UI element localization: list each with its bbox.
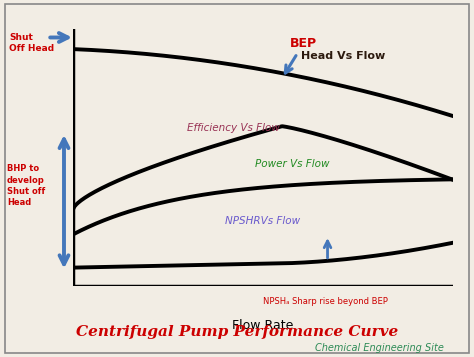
Text: BHP to
develop
Shut off
Head: BHP to develop Shut off Head [7, 165, 46, 207]
Text: Chemical Engineering Site: Chemical Engineering Site [315, 343, 444, 353]
Text: Head Vs Flow: Head Vs Flow [301, 51, 385, 61]
Text: Shut
Off Head: Shut Off Head [9, 33, 55, 53]
Text: BEP: BEP [285, 37, 317, 73]
Text: Power Vs Flow: Power Vs Flow [255, 159, 330, 169]
Text: NPSHₐ Sharp rise beyond BEP: NPSHₐ Sharp rise beyond BEP [263, 297, 388, 306]
Text: NPSHRVs Flow: NPSHRVs Flow [225, 216, 300, 226]
Text: Centrifugal Pump Performance Curve: Centrifugal Pump Performance Curve [76, 325, 398, 339]
Text: Efficiency Vs Flow: Efficiency Vs Flow [187, 124, 280, 134]
Text: Flow Rate: Flow Rate [232, 319, 294, 332]
